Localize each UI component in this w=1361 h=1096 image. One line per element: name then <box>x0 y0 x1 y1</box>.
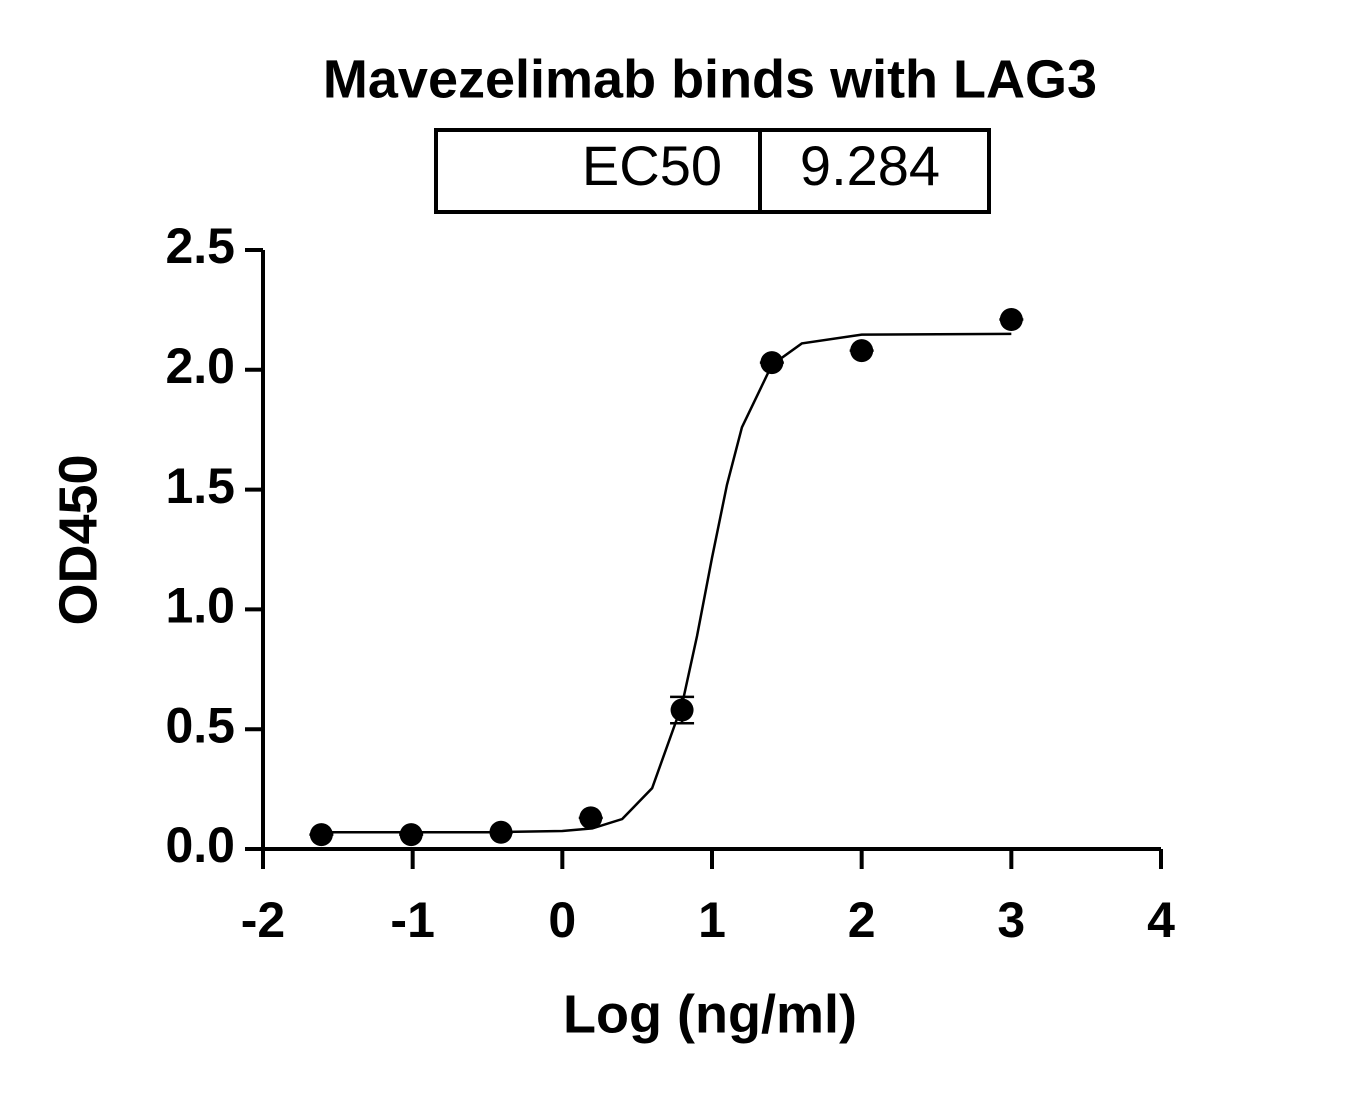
y-tick-label: 2.0 <box>165 338 235 394</box>
y-tick-label: 1.0 <box>165 578 235 634</box>
x-tick-label: -2 <box>241 892 285 948</box>
y-axis-label: OD450 <box>48 454 108 625</box>
x-tick-label: 2 <box>848 892 876 948</box>
data-point <box>850 339 874 363</box>
data-point <box>489 820 513 844</box>
data-point <box>760 351 784 375</box>
y-tick-label: 1.5 <box>165 458 235 514</box>
x-tick-label: 4 <box>1147 892 1175 948</box>
x-tick-label: 0 <box>548 892 576 948</box>
data-point <box>579 806 603 830</box>
ec50-label: EC50 <box>582 134 722 197</box>
ec50-box <box>434 128 991 214</box>
data-point <box>670 698 694 722</box>
y-tick-label: 0.0 <box>165 817 235 873</box>
fit-curve <box>321 332 1012 834</box>
y-tick-label: 2.5 <box>165 218 235 274</box>
chart-title: Mavezelimab binds with LAG3 <box>323 49 1097 109</box>
x-tick-label: 3 <box>997 892 1025 948</box>
x-tick-label: 1 <box>698 892 726 948</box>
ec50-value: 9.284 <box>800 134 940 197</box>
data-point <box>399 823 423 847</box>
x-tick-label: -1 <box>390 892 434 948</box>
data-point <box>999 307 1023 331</box>
x-axis-label: Log (ng/ml) <box>563 984 857 1044</box>
data-point <box>309 823 333 847</box>
y-tick-label: 0.5 <box>165 697 235 753</box>
